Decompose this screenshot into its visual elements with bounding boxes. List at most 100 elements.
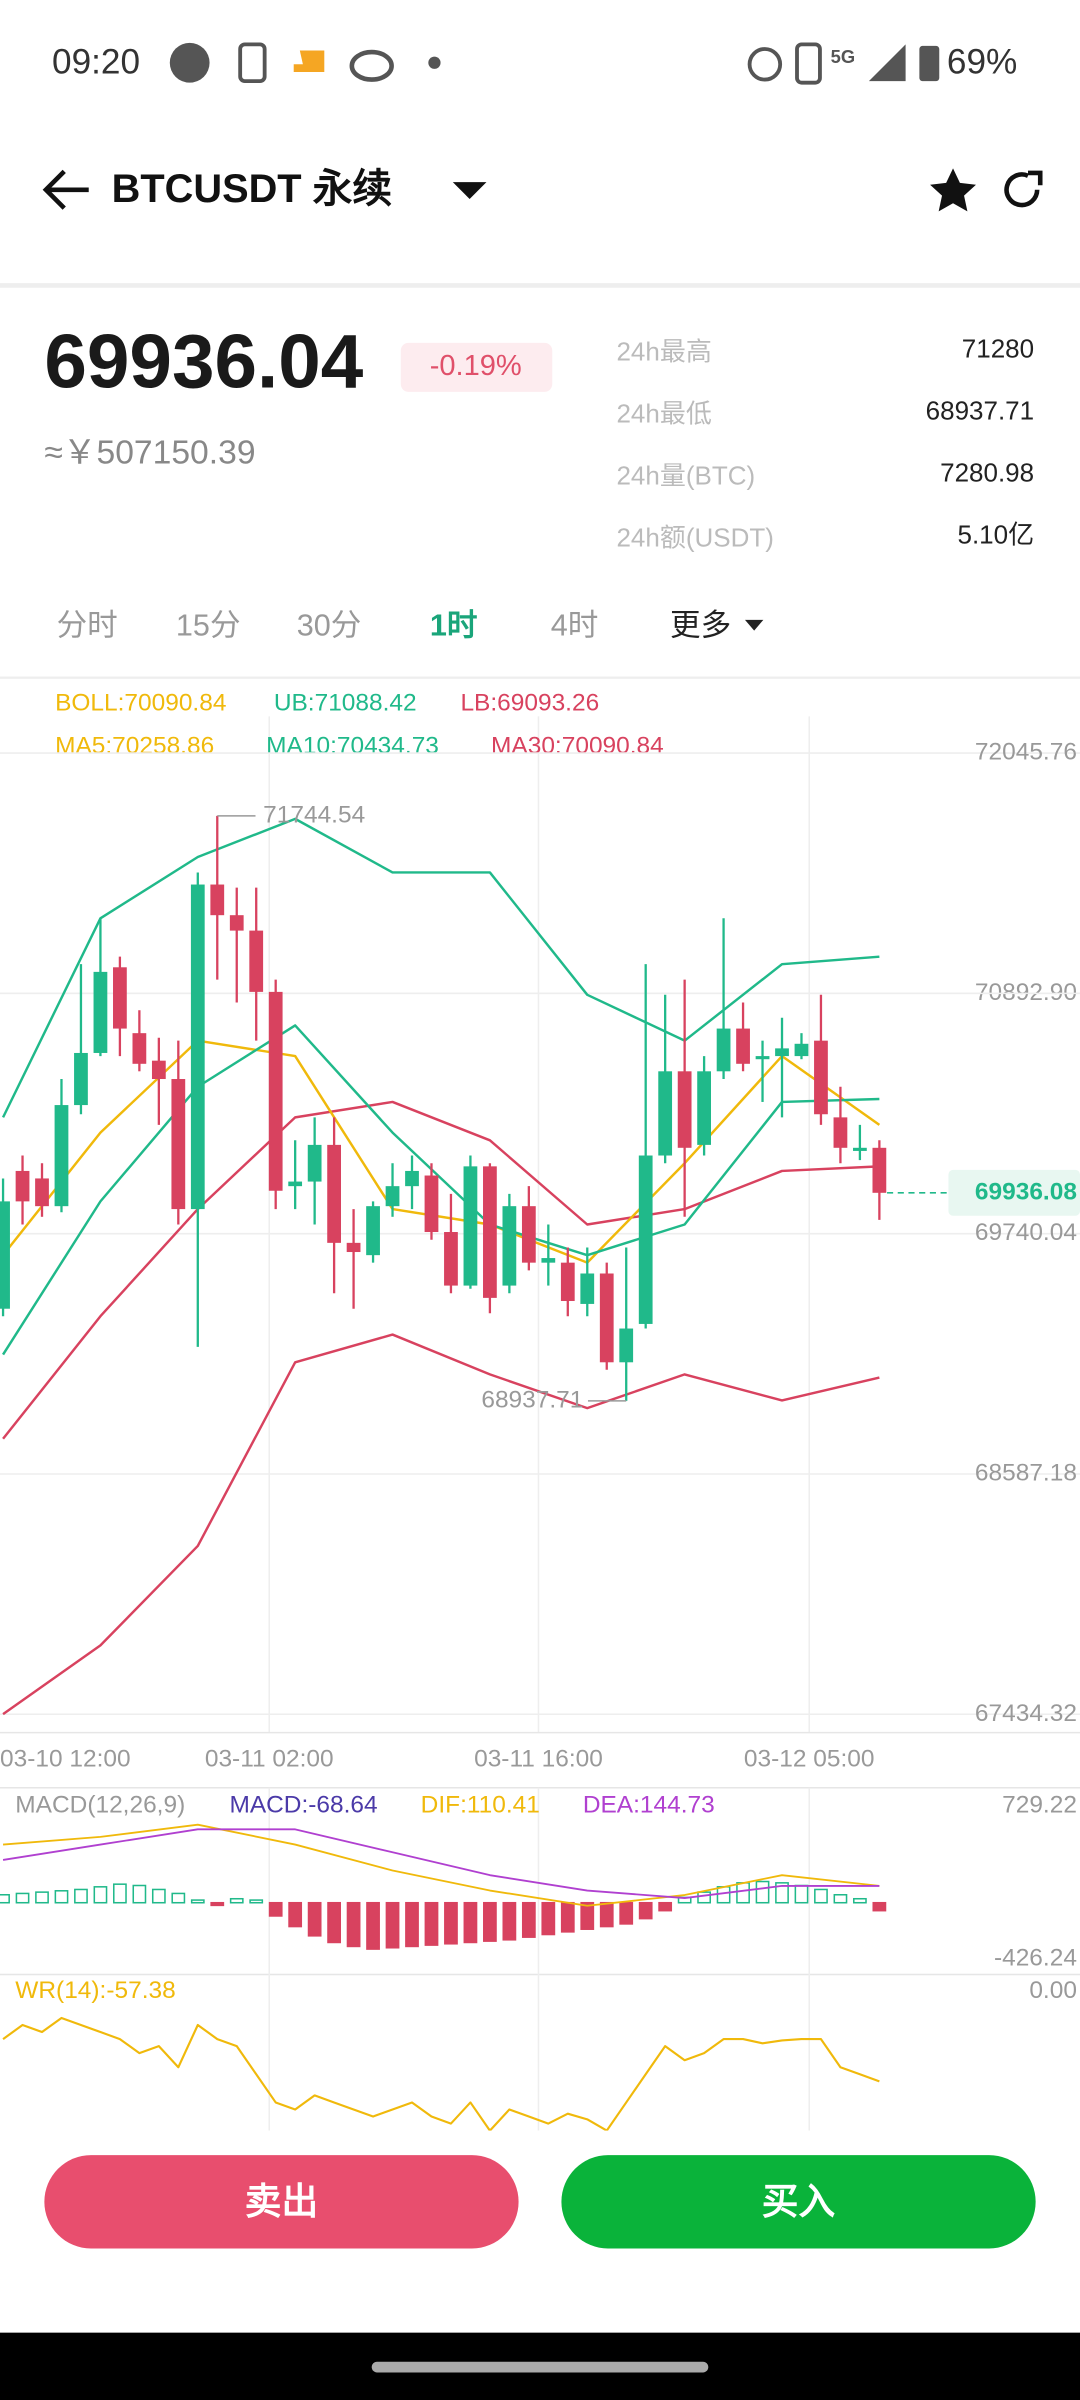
candle-body: [872, 1147, 887, 1193]
status-icon: [349, 49, 394, 82]
macd-bar: [521, 1901, 536, 1938]
candle-body: [716, 1028, 731, 1072]
indicator-legend: LB:69093.26: [460, 690, 599, 717]
candle-body: [755, 1056, 770, 1060]
candle-body: [599, 1273, 614, 1363]
stat-label: 24h额(USDT): [616, 522, 773, 552]
symbol-title[interactable]: BTCUSDT 永续: [112, 167, 392, 211]
interval-tab[interactable]: 4时: [551, 609, 599, 643]
macd-tick-label: -426.24: [994, 1945, 1077, 1972]
macd-bar: [853, 1897, 867, 1904]
candle-body: [54, 1105, 69, 1207]
candle-body: [229, 915, 244, 931]
candle-body: [444, 1232, 458, 1286]
sell-label[interactable]: 卖出: [245, 2181, 318, 2222]
home-indicator[interactable]: [371, 2361, 709, 2373]
last-price: 69936.04: [44, 320, 363, 405]
indicator-line: [2, 1039, 881, 1264]
candle-body: [619, 1328, 634, 1363]
status-icon: [747, 47, 783, 82]
candle-body: [385, 1186, 400, 1207]
macd-bar: [385, 1901, 400, 1949]
candle-body: [249, 930, 264, 992]
macd-bar: [93, 1886, 108, 1904]
interval-tabs: 分时 15分 30分 1时 4时 更多: [57, 609, 732, 643]
stat-value: 5.10亿: [958, 519, 1035, 549]
more-dropdown[interactable]: [744, 619, 764, 631]
candle-body: [0, 1201, 10, 1309]
macd-bar: [658, 1901, 673, 1912]
wr-tick-label: 0.00: [1029, 1977, 1077, 2004]
divider: [0, 676, 1080, 679]
sell-button[interactable]: [44, 2155, 519, 2249]
macd-bar: [872, 1901, 887, 1912]
candle-body: [775, 1048, 789, 1057]
battery-label: 69%: [947, 43, 1017, 82]
indicator-legend: MA5:70258.86: [55, 732, 214, 759]
candle-body: [113, 967, 127, 1029]
macd-bar: [560, 1901, 575, 1933]
interval-tab[interactable]: 更多: [670, 609, 731, 643]
buy-button[interactable]: [561, 2155, 1036, 2249]
macd-bar: [736, 1882, 750, 1904]
interval-tab[interactable]: 30分: [297, 609, 362, 643]
macd-bar: [113, 1883, 127, 1904]
y-tick-label: 69740.04: [975, 1219, 1077, 1246]
status-icon: [293, 50, 325, 72]
macd-bar: [190, 1899, 205, 1904]
stat-label: 24h量(BTC): [616, 460, 755, 490]
stat-value: 7280.98: [940, 457, 1034, 487]
macd-bar: [599, 1901, 614, 1928]
x-tick-label: 03-10 12:00: [0, 1746, 131, 1773]
indicator-legend: UB:71088.42: [274, 690, 417, 717]
favorite-button[interactable]: [930, 168, 976, 212]
candle-body: [560, 1262, 575, 1302]
share-button[interactable]: [1004, 170, 1043, 208]
macd-bar: [249, 1899, 264, 1904]
candle-body: [327, 1144, 341, 1243]
stat-label: 24h最低: [616, 398, 711, 428]
stat-value: 71280: [962, 333, 1034, 363]
symbol-dropdown[interactable]: [452, 182, 487, 199]
interval-tab[interactable]: 分时: [57, 609, 118, 643]
interval-tab[interactable]: 1时: [430, 609, 478, 643]
macd-bar: [833, 1894, 848, 1904]
macd-bar: [54, 1890, 69, 1904]
macd-bar: [151, 1888, 166, 1904]
indicator-line: [2, 1333, 880, 1716]
candle-body: [405, 1170, 419, 1187]
candle-body: [483, 1166, 497, 1298]
candle-body: [210, 884, 225, 916]
macd-bar: [444, 1901, 458, 1945]
candle-body: [502, 1206, 517, 1286]
macd-bar: [463, 1901, 478, 1944]
battery-icon: [919, 45, 940, 82]
candle-body: [35, 1178, 49, 1207]
change-percent: -0.19%: [430, 350, 522, 382]
macd-bar: [502, 1901, 517, 1941]
plot: BOLL:70090.84 UB:71088.42 LB:69093.26 MA5:7…: [0, 690, 1080, 2132]
indicator-legend: MA30:70090.84: [491, 732, 664, 759]
candle-body: [424, 1175, 439, 1233]
back-button[interactable]: [42, 169, 89, 210]
macd-bar: [424, 1901, 439, 1946]
macd-bar: [366, 1901, 380, 1950]
high-annotation: 71744.54: [263, 801, 365, 828]
candle-body: [463, 1166, 478, 1286]
buy-label[interactable]: 买入: [762, 2181, 836, 2222]
macd-bar: [619, 1901, 634, 1925]
macd-legend: MACD:-68.64: [229, 1792, 377, 1819]
signal-icon: [868, 44, 906, 82]
macd-bar: [638, 1901, 653, 1920]
status-icon: [428, 56, 441, 69]
candle-body: [736, 1028, 750, 1064]
interval-tab[interactable]: 15分: [176, 609, 241, 643]
macd-bar: [229, 1897, 244, 1904]
x-tick-label: 03-12 05:00: [744, 1746, 875, 1773]
candle-body: [171, 1079, 186, 1210]
macd-bar: [405, 1901, 419, 1948]
macd-bar: [307, 1901, 322, 1937]
clock: 09:20: [52, 43, 140, 82]
candle-body: [521, 1206, 536, 1263]
